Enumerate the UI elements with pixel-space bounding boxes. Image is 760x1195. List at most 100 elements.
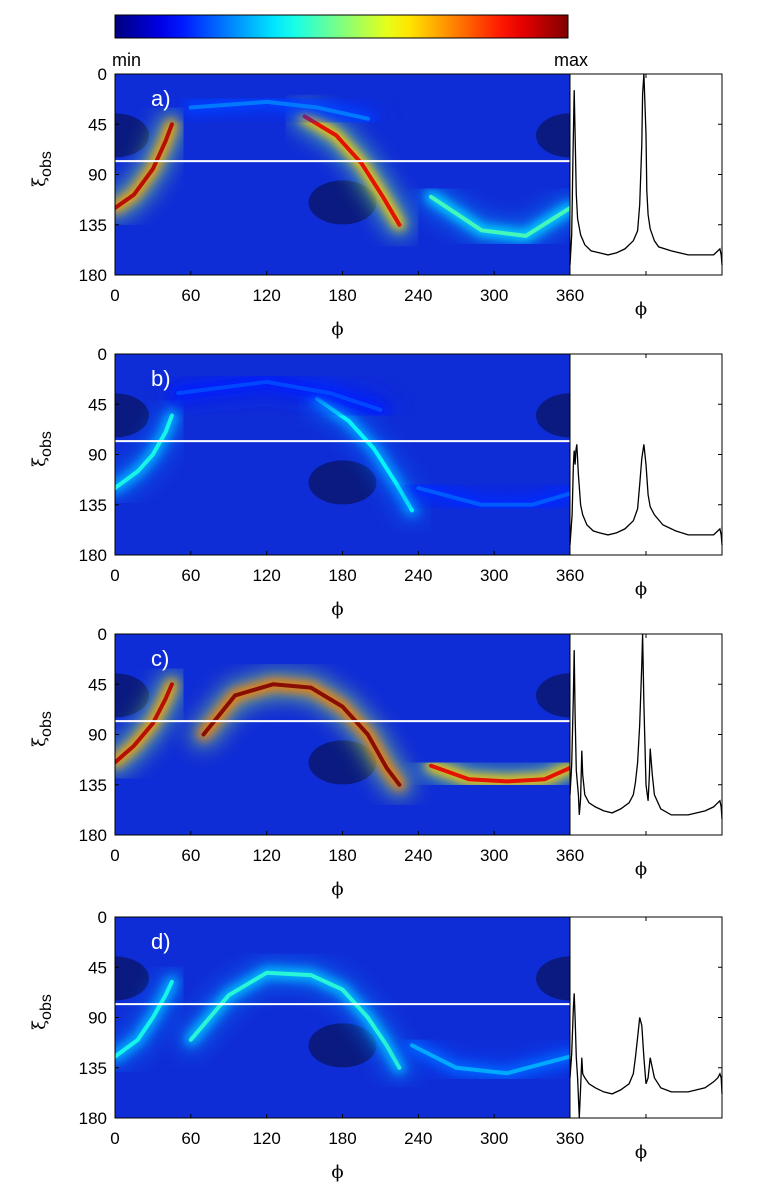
x-tick-label: 0 xyxy=(110,566,119,585)
dark-spot xyxy=(115,673,149,718)
band-core xyxy=(188,970,402,1070)
panel-label: a) xyxy=(151,86,171,111)
dark-spot xyxy=(536,393,570,438)
y-tick-label: 180 xyxy=(79,266,107,285)
x-tick-label: 360 xyxy=(556,846,584,865)
panel-label: d) xyxy=(151,929,171,954)
y-tick-label: 0 xyxy=(98,908,107,927)
y-tick-label: 135 xyxy=(79,1059,107,1078)
side-profile-x-label: ϕ xyxy=(635,579,647,600)
dark-spot xyxy=(536,673,570,718)
y-tick-label: 45 xyxy=(88,115,107,134)
x-tick-label: 180 xyxy=(328,566,356,585)
band-core xyxy=(302,114,402,227)
dark-spot xyxy=(536,113,570,158)
x-tick-label: 360 xyxy=(556,286,584,305)
x-tick-label: 300 xyxy=(480,1129,508,1148)
side-profile-frame xyxy=(569,353,723,556)
y-axis-label: ξobs xyxy=(29,431,55,467)
profile-line xyxy=(569,633,723,819)
y-tick-label: 45 xyxy=(88,958,107,977)
x-tick-label: 240 xyxy=(404,1129,432,1148)
x-tick-label: 360 xyxy=(556,566,584,585)
panel-4: d) 0 60 120 180 240 300 360 0 45 90 135 180 ϕ ξobs ϕ xyxy=(29,908,723,1183)
band-core xyxy=(201,682,402,787)
panel-3: c) 0 60 120 180 240 300 360 0 45 90 135 180 ϕ ξobs ϕ xyxy=(29,625,723,900)
x-tick-label: 360 xyxy=(556,1129,584,1148)
band-core xyxy=(429,194,570,238)
y-tick-label: 135 xyxy=(79,496,107,515)
x-tick-label: 180 xyxy=(328,846,356,865)
band-core xyxy=(115,979,174,1059)
y-axis-label: ξobs xyxy=(29,151,55,187)
heatmap-background xyxy=(115,634,570,835)
profile-line xyxy=(569,444,723,546)
x-tick-label: 60 xyxy=(181,846,200,865)
side-profile-x-label: ϕ xyxy=(635,1142,647,1163)
panel-2: b) 0 60 120 180 240 300 360 0 45 90 135 180 ϕ ξobs ϕ xyxy=(29,345,723,620)
dark-spot xyxy=(308,740,377,785)
dark-spot xyxy=(308,180,377,225)
y-tick-label: 180 xyxy=(79,1109,107,1128)
y-tick-label: 45 xyxy=(88,675,107,694)
side-profile: ϕ xyxy=(569,73,723,320)
x-tick-label: 300 xyxy=(480,286,508,305)
band-core xyxy=(416,486,570,507)
band-core xyxy=(429,763,570,784)
x-tick-label: 240 xyxy=(404,566,432,585)
colorbar-max-label: max xyxy=(554,50,588,70)
x-tick-label: 0 xyxy=(110,1129,119,1148)
heatmap-background xyxy=(115,917,570,1118)
side-profile-x-label: ϕ xyxy=(635,299,647,320)
x-tick-label: 60 xyxy=(181,566,200,585)
band-core xyxy=(115,122,174,210)
x-tick-label: 120 xyxy=(252,846,280,865)
x-tick-label: 180 xyxy=(328,286,356,305)
y-axis-label: ξobs xyxy=(29,711,55,747)
x-axis-label: ϕ xyxy=(331,599,343,620)
band-core xyxy=(188,99,370,121)
dark-spot xyxy=(308,460,377,505)
y-tick-label: 0 xyxy=(98,65,107,84)
side-profile-frame xyxy=(569,916,723,1119)
x-tick-label: 0 xyxy=(110,846,119,865)
dark-spot xyxy=(115,393,149,438)
dark-spot xyxy=(308,1023,377,1068)
panel-label: c) xyxy=(151,646,169,671)
y-tick-label: 135 xyxy=(79,776,107,795)
y-tick-label: 0 xyxy=(98,345,107,364)
dark-spot xyxy=(115,956,149,1001)
panel-label: b) xyxy=(151,366,171,391)
x-axis-label: ϕ xyxy=(331,1162,343,1183)
y-tick-label: 180 xyxy=(79,826,107,845)
x-tick-label: 240 xyxy=(404,286,432,305)
profile-line xyxy=(569,73,723,265)
x-tick-label: 300 xyxy=(480,566,508,585)
x-axis-label: ϕ xyxy=(331,319,343,340)
y-tick-label: 90 xyxy=(88,726,107,745)
colorbar-gradient xyxy=(114,14,569,39)
side-profile: ϕ xyxy=(569,916,723,1163)
dark-spot xyxy=(536,956,570,1001)
y-tick-label: 90 xyxy=(88,166,107,185)
band-core xyxy=(176,379,383,412)
band-core xyxy=(315,396,414,513)
x-tick-label: 0 xyxy=(110,286,119,305)
y-tick-label: 90 xyxy=(88,1009,107,1028)
x-axis-label: ϕ xyxy=(331,879,343,900)
panel-1: a) 0 60 120 180 240 300 360 0 45 90 135 180 ϕ ξobs ϕ xyxy=(29,65,723,340)
y-tick-label: 45 xyxy=(88,395,107,414)
side-profile: ϕ xyxy=(569,633,723,880)
band-core xyxy=(115,413,174,490)
x-tick-label: 60 xyxy=(181,286,200,305)
colorbar: min max xyxy=(112,14,588,70)
x-tick-label: 240 xyxy=(404,846,432,865)
colorbar-min-label: min xyxy=(112,50,141,70)
side-profile-x-label: ϕ xyxy=(635,859,647,880)
band-core xyxy=(410,1043,570,1076)
dark-spot xyxy=(115,113,149,158)
profile-line xyxy=(569,993,723,1119)
x-tick-label: 60 xyxy=(181,1129,200,1148)
y-tick-label: 90 xyxy=(88,446,107,465)
